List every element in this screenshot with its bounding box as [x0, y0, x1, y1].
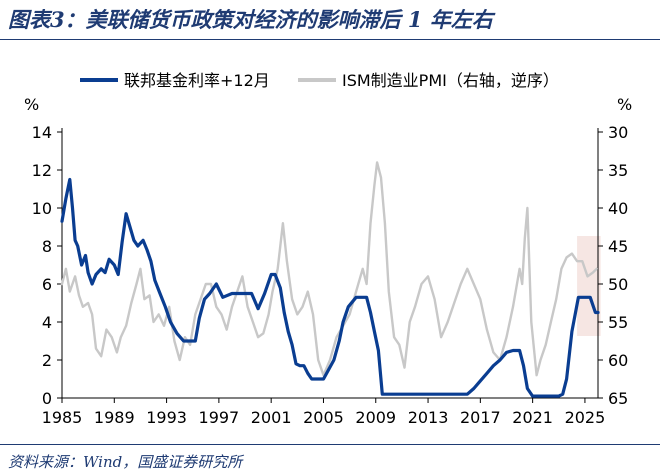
figure-title: 图表3：美联储货币政策对经济的影响滞后 1 年左右	[8, 7, 493, 32]
title-divider	[0, 39, 660, 40]
tick-marks	[57, 131, 603, 403]
source-divider	[0, 444, 660, 445]
y-left-tick-label: 12	[32, 161, 52, 180]
x-tick-label: 2017	[460, 408, 501, 427]
y-left-tick-label: 8	[42, 237, 52, 256]
x-tick-label: 2013	[408, 408, 449, 427]
y-right-tick-label: 60	[608, 351, 628, 370]
y-right-tick-label: 40	[608, 199, 628, 218]
y-left-tick-label: 6	[42, 275, 52, 294]
y-right-tick-label: 45	[608, 237, 628, 256]
highlight-region	[577, 236, 601, 336]
x-tick-label: 1985	[42, 408, 83, 427]
x-tick-label: 1997	[199, 408, 240, 427]
tick-labels: 0 2 4 6 8 10 12 14 30 35 40 45 50 55 60 65 1985 1989 1993 1…	[32, 123, 629, 427]
series-line-ism-pmi	[60, 161, 598, 377]
y-left-tick-label: 10	[32, 199, 52, 218]
legend-label-ism-pmi: ISM制造业PMI（右轴，逆序）	[342, 71, 559, 90]
x-tick-label: 2005	[303, 408, 344, 427]
y-left-tick-label: 14	[32, 123, 52, 142]
y-right-tick-label: 55	[608, 313, 628, 332]
axes	[61, 128, 599, 399]
x-tick-label: 2009	[355, 408, 396, 427]
legend-label-fed-funds: 联邦基金利率+12月	[124, 71, 270, 90]
x-tick-label: 2001	[251, 408, 292, 427]
source-note: 资料来源：Wind，国盛证券研究所	[8, 453, 243, 471]
y-left-tick-label: 2	[42, 351, 52, 370]
x-tick-label: 2025	[565, 408, 606, 427]
x-tick-label: 2021	[512, 408, 553, 427]
left-axis-unit: %	[24, 95, 39, 114]
y-right-tick-label: 65	[608, 389, 628, 408]
y-right-tick-label: 35	[608, 161, 628, 180]
legend: 联邦基金利率+12月 ISM制造业PMI（右轴，逆序）	[80, 71, 559, 90]
right-axis-unit: %	[617, 95, 632, 114]
x-tick-label: 1993	[146, 408, 187, 427]
x-tick-label: 1989	[94, 408, 135, 427]
y-right-tick-label: 50	[608, 275, 628, 294]
series-line-fed-funds	[60, 177, 600, 398]
y-left-tick-label: 0	[42, 389, 52, 408]
series-layer	[60, 161, 600, 398]
y-right-tick-label: 30	[608, 123, 628, 142]
y-left-tick-label: 4	[42, 313, 52, 332]
